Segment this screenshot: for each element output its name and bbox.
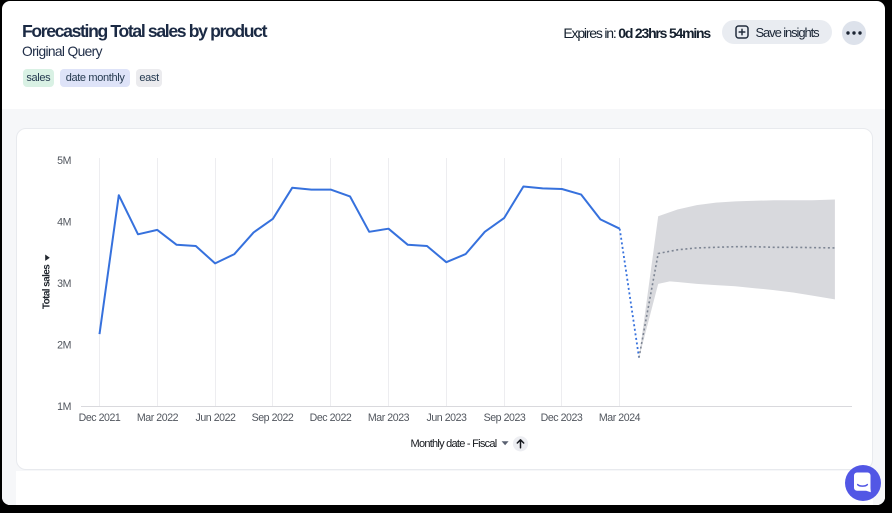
svg-text:Mar 2022: Mar 2022 [137,412,179,424]
svg-text:Jun 2022: Jun 2022 [196,412,237,424]
svg-text:Monthly date - Fiscal: Monthly date - Fiscal [411,438,497,450]
svg-text:3M: 3M [57,278,71,290]
svg-text:Jun 2023: Jun 2023 [427,412,468,424]
svg-text:Total sales: Total sales [42,264,53,309]
svg-text:2M: 2M [57,340,71,352]
svg-text:4M: 4M [57,217,71,229]
svg-text:Sep 2023: Sep 2023 [484,412,526,424]
svg-text:5M: 5M [57,155,71,167]
svg-text:Dec 2021: Dec 2021 [79,412,121,424]
svg-text:Sep 2022: Sep 2022 [252,412,294,424]
svg-text:1M: 1M [57,401,71,413]
svg-text:Dec 2022: Dec 2022 [310,412,352,424]
svg-text:Mar 2024: Mar 2024 [599,412,641,424]
svg-text:Mar 2023: Mar 2023 [368,412,410,424]
svg-text:Dec 2023: Dec 2023 [541,412,583,424]
